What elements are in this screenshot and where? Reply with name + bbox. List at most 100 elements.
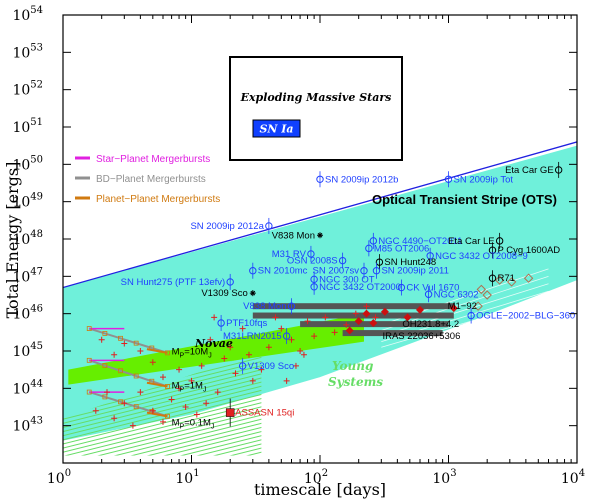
source-marker <box>467 311 475 320</box>
source-label: M1−92 <box>448 301 477 312</box>
x-axis-title: timescale [days] <box>254 480 386 499</box>
sn1a-box <box>252 119 301 138</box>
y-tick-label: 1044 <box>12 378 43 397</box>
red-plus-marker <box>249 377 256 384</box>
red-plus-marker <box>121 340 128 347</box>
source-label: PTF10fqs <box>226 318 267 329</box>
track-box <box>165 413 170 419</box>
red-plus-marker <box>168 396 175 403</box>
red-plus-marker <box>137 389 144 396</box>
y-tick-label: 1054 <box>12 5 43 24</box>
mass-label: MP=10MJ <box>172 347 212 360</box>
source-marker <box>225 408 235 417</box>
x-tick-label: 101 <box>175 468 199 487</box>
source-marker <box>238 362 247 370</box>
source-label: V1309 Sco <box>248 361 294 372</box>
source-label: NGC 3432 OT2008−9 <box>435 251 528 262</box>
young-label-line1: Young <box>332 359 373 373</box>
track-box <box>149 409 155 414</box>
source-label: V838 Mon <box>243 301 286 312</box>
y-axis: 1043 1044 1045 1046 1047 1048 1049 1050 1051 1052… <box>12 5 577 435</box>
markers-layer <box>92 161 563 429</box>
red-plus-marker <box>137 348 144 354</box>
y-tick-label: 1047 <box>12 266 43 285</box>
y-axis-title: Total Energy [ergs] <box>3 162 22 319</box>
source-label: NGC 300 OT <box>319 274 375 285</box>
track-box <box>133 373 139 379</box>
source-label: OGLE−2002−BLG−360 <box>476 311 575 322</box>
open-diamond-marker <box>482 290 492 300</box>
track-box <box>118 335 123 341</box>
track-box <box>149 378 155 384</box>
red-plus-marker <box>159 374 166 381</box>
track-box <box>86 389 92 395</box>
source-label: V1309 Sco <box>201 288 247 299</box>
red-plus-marker <box>98 336 105 343</box>
source-marker <box>444 175 453 183</box>
source-label: SN Hunt248 <box>384 257 436 268</box>
mass-label: MP=0.1MJ <box>172 418 215 431</box>
open-diamond-marker <box>494 275 505 285</box>
red-diamond-marker <box>403 313 412 322</box>
source-label: OSN 2008S <box>287 256 338 267</box>
open-diamond-marker <box>476 284 487 295</box>
legend-label-star-planet: Star−Planet Mergerbursts <box>96 154 210 165</box>
y-tick-label: 1048 <box>12 229 43 248</box>
red-plus-marker <box>331 329 338 336</box>
ots-guide-line <box>381 298 549 348</box>
red-diamond-marker <box>369 319 378 327</box>
x-tick-label: 103 <box>432 468 456 487</box>
source-marker <box>226 278 234 286</box>
y-tick-label: 1052 <box>12 80 43 99</box>
red-plus-marker <box>121 400 128 407</box>
source-label: ASSASN 15qi <box>235 408 294 419</box>
red-plus-marker <box>104 389 111 396</box>
source-marker <box>317 232 323 239</box>
red-diamond-marker <box>354 317 363 326</box>
track-box <box>118 368 123 374</box>
track-box <box>133 340 139 346</box>
y-tick-label: 1053 <box>12 42 43 61</box>
red-plus-marker <box>92 407 99 414</box>
red-plus-marker <box>227 344 234 351</box>
red-plus-marker <box>211 314 218 321</box>
red-plus-marker <box>245 351 252 358</box>
source-label: SN 2009ip Tot <box>454 174 514 185</box>
source-label: NGC 3432 OT2000 <box>319 282 401 293</box>
sn-limit-line <box>63 141 577 289</box>
sn1a-label: SN Ia <box>259 123 293 136</box>
open-diamond-marker <box>523 273 534 283</box>
red-plus-marker <box>258 366 265 373</box>
source-marker <box>495 237 504 245</box>
source-marker <box>287 302 296 310</box>
source-marker <box>360 267 368 275</box>
y-tick-label: 1046 <box>12 304 43 323</box>
legend-label-bd-planet: BD−Planet Mergerbursts <box>96 174 206 185</box>
legend-label-planet-planet: Planet−Planet Mergerbursts <box>96 194 220 205</box>
red-plus-marker <box>300 351 307 358</box>
source-label: SN 2009ip 2011 <box>381 266 448 277</box>
source-marker <box>249 290 256 297</box>
source-label: OH231.8+4.2 <box>402 319 459 330</box>
merger-tracks-layer <box>86 326 170 419</box>
red-plus-marker <box>198 362 205 369</box>
red-plus-marker <box>188 377 195 384</box>
track-box <box>102 331 108 336</box>
red-plus-marker <box>111 415 118 422</box>
red-diamond-marker <box>362 309 371 318</box>
red-plus-marker <box>292 362 299 369</box>
source-marker <box>488 246 497 254</box>
source-label: SN 2007sv <box>313 266 360 277</box>
ots-bar <box>252 312 454 319</box>
source-label: P Cyg 1600AD <box>498 245 561 256</box>
source-label: SN 2010mc <box>258 266 308 277</box>
red-diamond-marker <box>380 307 389 316</box>
source-marker <box>217 319 225 327</box>
exploding-box: Exploding Massive Stars SN Ia <box>229 56 403 161</box>
red-plus-marker <box>111 351 118 358</box>
source-marker <box>426 252 434 260</box>
x-tick-label: 100 <box>47 468 71 487</box>
red-plus-marker <box>221 355 228 362</box>
